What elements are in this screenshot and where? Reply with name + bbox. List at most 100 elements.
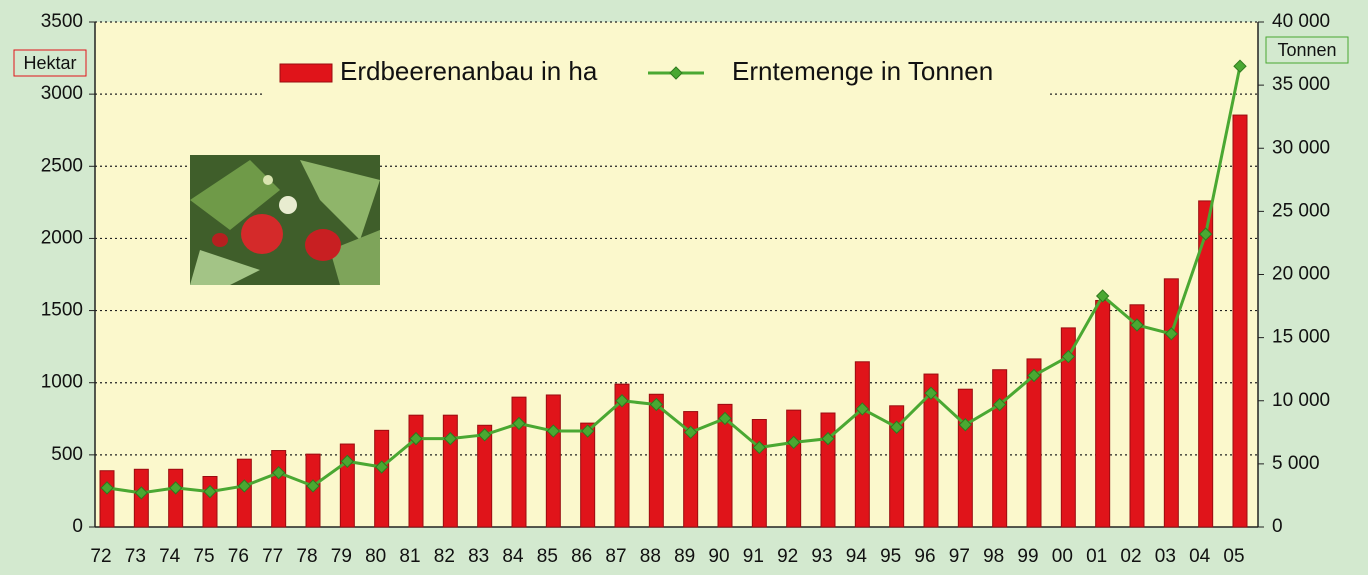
x-tick-label: 04 (1189, 546, 1211, 567)
y-tick-label: 500 (51, 444, 83, 465)
bar (683, 411, 699, 528)
x-tick-label: 85 (537, 546, 558, 567)
x-tick-label: 03 (1155, 546, 1176, 567)
y2-tick-label: 20 000 (1272, 264, 1330, 285)
marker (958, 418, 973, 432)
marker (924, 386, 938, 400)
x-tick-label: 92 (777, 546, 798, 567)
y-tick-label: 1500 (41, 300, 83, 321)
x-tick-label: 90 (708, 546, 729, 567)
bar (545, 394, 561, 528)
marker (855, 402, 870, 416)
x-tick-label: 84 (502, 546, 524, 567)
x-tick-label: 94 (846, 546, 868, 567)
x-tick-label: 00 (1052, 546, 1073, 567)
marker (1095, 289, 1110, 303)
y-tick-label: 1000 (41, 372, 83, 393)
x-tick-label: 80 (365, 546, 386, 567)
bar (1026, 358, 1042, 528)
x-tick-label: 82 (434, 546, 455, 567)
x-tick-label: 83 (468, 546, 489, 567)
marker (615, 394, 629, 408)
marker (1233, 59, 1247, 73)
marker (100, 481, 114, 495)
bar (717, 403, 733, 528)
marker (580, 424, 595, 438)
bar (99, 470, 115, 528)
marker (992, 397, 1007, 412)
bar (511, 396, 527, 528)
bar (751, 419, 767, 528)
marker (443, 431, 458, 446)
marker (203, 484, 217, 499)
y2-label-box (1265, 36, 1349, 64)
bar (648, 393, 664, 528)
marker (306, 479, 320, 493)
marker (649, 397, 664, 412)
bar (1163, 278, 1179, 528)
marker (409, 431, 423, 446)
x-tick-label: 97 (949, 546, 970, 567)
bar (477, 424, 493, 528)
marker (512, 416, 526, 431)
y2-tick-label: 10 000 (1272, 390, 1330, 411)
marker (786, 435, 801, 450)
photo (190, 155, 380, 285)
marker (683, 425, 698, 440)
y2-tick-label: 5 000 (1272, 453, 1320, 474)
y-tick-label: 0 (72, 516, 83, 537)
x-tick-label: 74 (159, 546, 181, 567)
x-tick-label: 73 (125, 546, 146, 567)
y2-tick-label: 30 000 (1272, 137, 1330, 158)
x-tick-label: 96 (914, 546, 935, 567)
legend-label: Erntemenge in Tonnen (732, 56, 993, 86)
x-tick-label: 95 (880, 546, 901, 567)
x-tick-label: 05 (1223, 546, 1244, 567)
marker (168, 481, 183, 495)
bar (923, 373, 939, 528)
marker (271, 466, 286, 480)
x-tick-label: 81 (399, 546, 420, 567)
bar (1198, 200, 1214, 528)
bar (442, 414, 458, 528)
legend-label: Erdbeerenanbau in ha (340, 56, 598, 86)
marker (546, 424, 561, 438)
bar (1095, 299, 1111, 528)
x-tick-label: 86 (571, 546, 592, 567)
y2-tick-label: 35 000 (1272, 74, 1330, 95)
x-tick-label: 88 (640, 546, 661, 567)
y-label-box (13, 49, 87, 77)
marker (821, 431, 835, 446)
bar (236, 458, 252, 528)
x-tick-label: 79 (331, 546, 352, 567)
marker (340, 454, 355, 469)
x-tick-label: 93 (811, 546, 832, 567)
bar (786, 409, 802, 528)
marker (134, 486, 149, 500)
bar (889, 405, 905, 528)
bar (580, 422, 596, 528)
y2-tick-label: 0 (1272, 516, 1283, 537)
legend-swatch (279, 63, 333, 83)
bar (614, 383, 630, 528)
bar (992, 369, 1008, 528)
x-tick-label: 89 (674, 546, 695, 567)
bar (202, 476, 218, 528)
marker (1198, 227, 1213, 241)
y2-tick-label: 40 000 (1272, 11, 1330, 32)
line (106, 65, 1242, 495)
bar (820, 412, 836, 528)
marker (237, 479, 252, 493)
y2-axis-label: Tonnen (1277, 40, 1336, 60)
bar (854, 361, 870, 528)
y2-tick-label: 15 000 (1272, 327, 1330, 348)
marker (477, 428, 492, 442)
bar (374, 429, 390, 528)
marker (752, 440, 767, 455)
marker (889, 420, 904, 434)
x-tick-label: 87 (605, 546, 626, 567)
bar (1060, 327, 1076, 528)
x-tick-label: 01 (1086, 546, 1107, 567)
bar (168, 468, 184, 528)
